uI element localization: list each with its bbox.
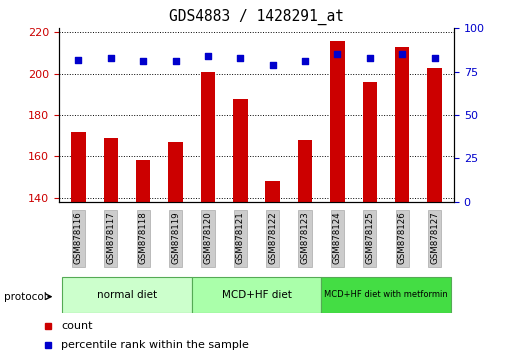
Bar [104,138,118,202]
Bar [233,98,248,202]
Text: GSM878119: GSM878119 [171,212,180,264]
Point [301,58,309,64]
Point [430,55,439,61]
Bar [363,82,377,202]
Point [171,58,180,64]
Point [74,57,83,62]
Point [204,53,212,59]
Text: normal diet: normal diet [97,290,157,300]
Text: GSM878117: GSM878117 [106,212,115,264]
Text: GSM878118: GSM878118 [139,212,148,264]
Point [333,52,342,57]
Point [107,55,115,61]
Text: MCD+HF diet: MCD+HF diet [222,290,291,300]
Bar [168,142,183,202]
Bar [71,132,86,202]
Bar [321,277,451,313]
Text: GSM878123: GSM878123 [301,212,309,264]
Text: percentile rank within the sample: percentile rank within the sample [62,340,249,350]
Text: GSM878127: GSM878127 [430,212,439,264]
Text: GSM878120: GSM878120 [204,212,212,264]
Text: GSM878116: GSM878116 [74,212,83,264]
Text: GDS4883 / 1428291_at: GDS4883 / 1428291_at [169,9,344,25]
Bar [395,47,409,202]
Text: GSM878125: GSM878125 [365,212,374,264]
Bar [298,140,312,202]
Point [269,62,277,68]
Bar [136,160,150,202]
Text: MCD+HF diet with metformin: MCD+HF diet with metformin [324,290,448,299]
Text: GSM878122: GSM878122 [268,212,277,264]
Text: GSM878126: GSM878126 [398,212,407,264]
Text: GSM878121: GSM878121 [236,212,245,264]
Point [398,52,406,57]
Bar [201,72,215,202]
Bar [427,68,442,202]
Text: count: count [62,321,93,331]
Point [139,58,147,64]
Bar [62,277,192,313]
Text: protocol: protocol [4,292,47,302]
Text: GSM878124: GSM878124 [333,212,342,264]
Point [366,55,374,61]
Bar [265,181,280,202]
Bar [192,277,321,313]
Point [236,55,244,61]
Bar [330,41,345,202]
